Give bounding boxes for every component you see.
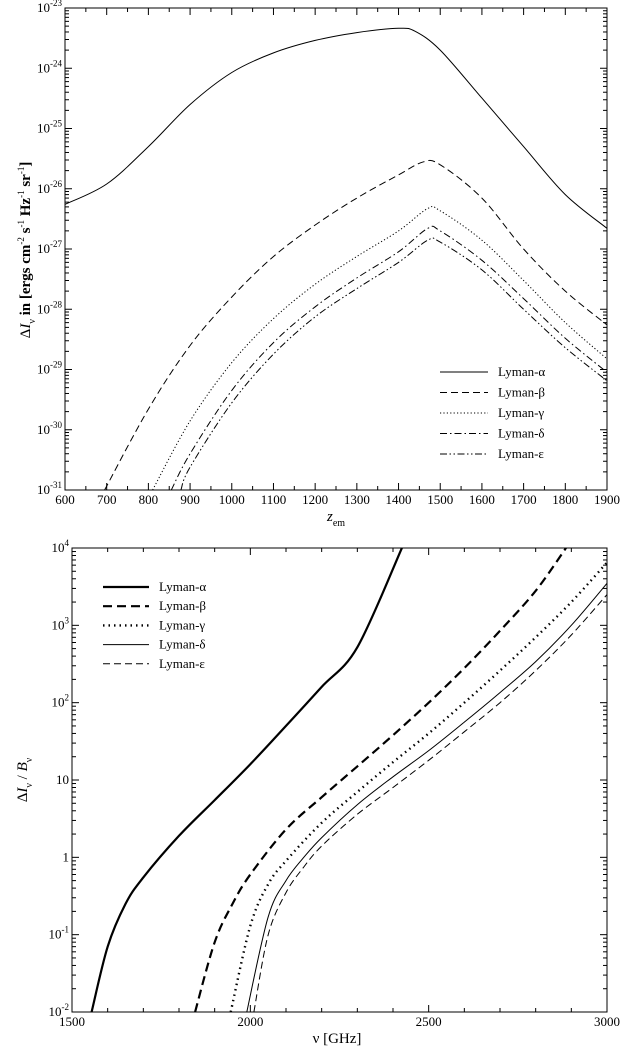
series-lines xyxy=(65,27,607,490)
legend-label-lyman: Lyman-α xyxy=(498,364,545,379)
y-axis-title: ΔIν in [ergs cm-2 s-1 Hz-1 sr-1] xyxy=(16,162,38,339)
x-tick-label: 1000 xyxy=(219,492,245,507)
x-tick-label: 1800 xyxy=(552,492,578,507)
x-tick-label: 800 xyxy=(139,492,159,507)
series-line-lyman xyxy=(152,205,607,490)
legend-label-lyman: Lyman-β xyxy=(498,385,545,400)
series-line-lyman xyxy=(253,594,607,1012)
series-line-lyman xyxy=(170,225,607,490)
y-tick-label: 10-27 xyxy=(37,239,62,256)
y-tick-label: 10 xyxy=(56,772,69,787)
chart-distortion-vs-frequency: 1500 2000 2500 3000 10-2 10-1 1 10 102 103 104 Lyma… xyxy=(15,538,620,1047)
x-tick-label: 1500 xyxy=(59,1014,85,1029)
y-tick-label: 10-25 xyxy=(37,119,62,136)
x-tick-label: 1700 xyxy=(511,492,537,507)
legend-label-lyman: Lyman-γ xyxy=(159,617,205,632)
x-tick-label: 2000 xyxy=(237,1014,263,1029)
x-tick-label: 2500 xyxy=(416,1014,442,1029)
y-tick-label: 10-31 xyxy=(37,480,62,497)
x-tick-label: 900 xyxy=(180,492,200,507)
y-tick-label: 10-1 xyxy=(49,925,70,942)
y-tick-label: 10-24 xyxy=(37,58,62,75)
legend-label-lyman: Lyman-δ xyxy=(159,637,206,652)
y-tick-label: 102 xyxy=(52,693,70,710)
legend-label-lyman: Lyman-ε xyxy=(159,656,205,671)
y-tick-label: 10-23 xyxy=(37,0,62,15)
series-line-lyman xyxy=(246,582,607,1012)
series-line-lyman xyxy=(90,548,403,1012)
series-lines xyxy=(90,548,607,1012)
series-line-lyman xyxy=(104,159,607,490)
y-tick-label: 103 xyxy=(52,615,70,632)
x-axis-title: zem xyxy=(326,509,345,529)
y-tick-label: 10-29 xyxy=(37,360,62,377)
legend-label-lyman: Lyman-α xyxy=(159,579,206,594)
x-tick-label: 1200 xyxy=(302,492,328,507)
x-tick-label: 1100 xyxy=(261,492,287,507)
legend: Lyman-α Lyman-β Lyman-γ Lyman-δ Lyman-ε xyxy=(103,579,206,671)
y-tick-label: 104 xyxy=(52,538,70,555)
legend-label-lyman: Lyman-δ xyxy=(498,426,545,441)
legend-label-lyman: Lyman-γ xyxy=(498,405,544,420)
legend: Lyman-α Lyman-β Lyman-γ Lyman-δ Lyman-ε xyxy=(440,364,545,461)
plot-frame xyxy=(71,547,608,1013)
x-tick-label: 1400 xyxy=(386,492,412,507)
legend-label-lyman: Lyman-β xyxy=(159,598,206,613)
y-tick-label: 10-30 xyxy=(37,420,62,437)
y-tick-label: 10-2 xyxy=(49,1002,70,1019)
y-tick-label: 10-28 xyxy=(37,299,62,316)
x-tick-label: 1300 xyxy=(344,492,370,507)
series-line-lyman xyxy=(65,27,607,229)
x-tick-label: 3000 xyxy=(594,1014,620,1029)
x-axis-title: ν [GHz] xyxy=(313,1031,362,1047)
x-tick-label: 1600 xyxy=(469,492,495,507)
x-tick-label: 700 xyxy=(97,492,117,507)
chart-intensity-vs-redshift: 600 700 800 900 1000 1100 1200 1300 1400 1500 1600… xyxy=(16,0,620,529)
y-tick-label: 1 xyxy=(63,849,70,864)
y-tick-label: 10-26 xyxy=(37,179,62,196)
series-line-lyman xyxy=(180,237,607,490)
series-line-lyman xyxy=(229,561,607,1012)
series-line-lyman xyxy=(194,548,567,1012)
x-tick-label: 1900 xyxy=(594,492,620,507)
y-axis-title: ΔIν / Bν xyxy=(15,757,35,802)
x-tick-label: 1500 xyxy=(427,492,453,507)
legend-label-lyman: Lyman-ε xyxy=(498,446,544,461)
x-tick-label: 600 xyxy=(55,492,75,507)
